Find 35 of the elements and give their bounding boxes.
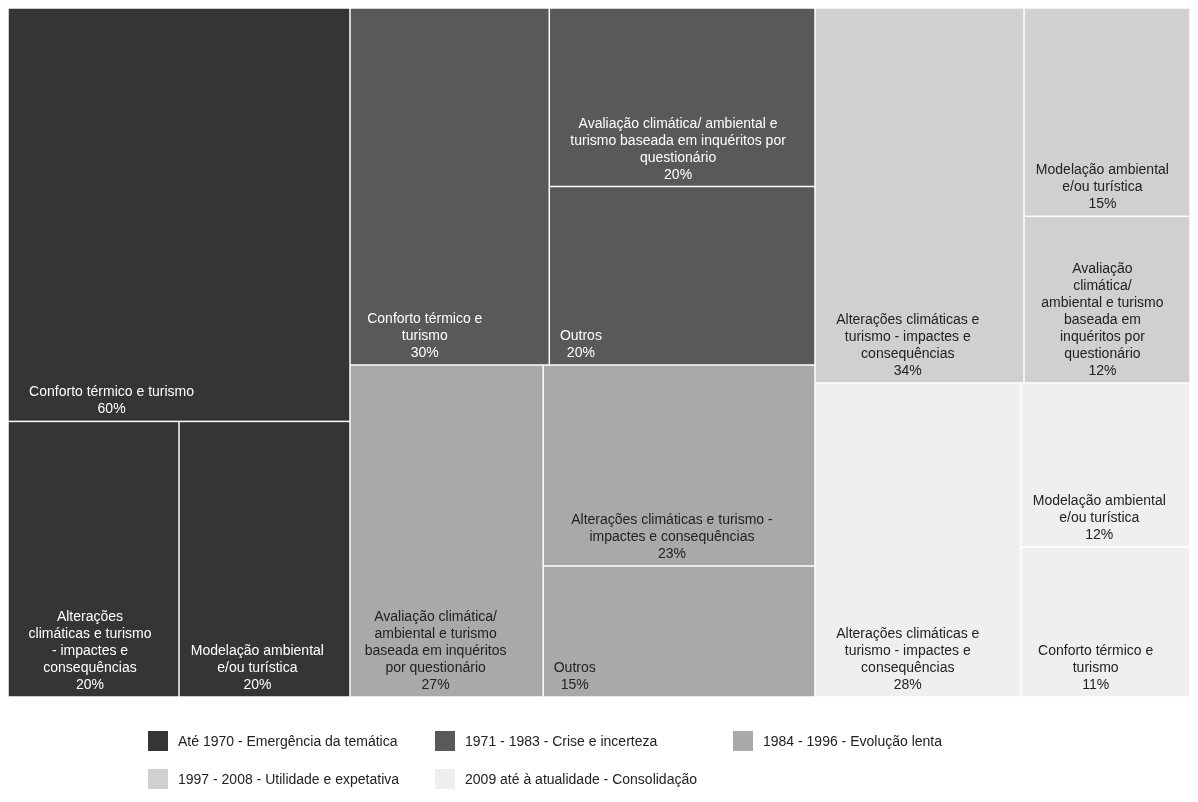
legend-label: 1984 - 1996 - Evolução lenta	[763, 733, 943, 749]
legend-label: 2009 até à atualidade - Consolidação	[465, 771, 697, 787]
category-label: Outros	[553, 659, 596, 675]
data-label: 20%	[566, 344, 595, 360]
category-label: Outros	[559, 327, 602, 343]
data-label: 28%	[893, 676, 922, 692]
category-label: Avaliação climática/ ambiental e turismo baseada em inquéritos por questionário	[570, 114, 787, 165]
category-label: Conforto térmico e turismo	[1038, 642, 1154, 675]
data-label: 15%	[560, 676, 589, 692]
data-label: 11%	[1082, 676, 1110, 692]
data-label: 27%	[421, 676, 450, 692]
data-label: 12%	[1088, 362, 1117, 378]
data-label: 12%	[1085, 525, 1114, 542]
category-label: Conforto térmico e turismo	[367, 310, 483, 343]
legend-label: 1997 - 2008 - Utilidade e expetativa	[178, 771, 400, 787]
category-label: Alterações climáticas e turismo - impactes e consequências	[836, 311, 980, 361]
category-label: Avaliação climática/ ambiental e turismo baseada em inquéritos por questionário	[364, 608, 507, 675]
data-label: 60%	[97, 400, 126, 417]
data-label: 23%	[657, 544, 686, 561]
category-label: Alterações climáticas e turismo - impactes e consequências	[836, 625, 980, 675]
legend-label: Até 1970 - Emergência da temática	[178, 733, 398, 749]
category-label: Alterações climáticas e turismo - impactes e consequências	[28, 608, 152, 675]
category-label: Alterações climáticas e turismo - impactes e consequências	[571, 510, 774, 544]
category-label: Conforto térmico e turismo	[29, 383, 195, 400]
category-label: Modelação ambiental e/ou turística	[1032, 491, 1166, 525]
data-label: 20%	[664, 165, 693, 182]
category-label: Modelação ambiental e/ou turística	[190, 642, 324, 675]
data-label: 34%	[893, 362, 922, 378]
data-label: 20%	[75, 676, 105, 692]
data-label: 20%	[243, 676, 272, 692]
data-label: 30%	[410, 344, 439, 360]
category-label: Modelação ambiental e/ou turística	[1035, 161, 1169, 195]
category-label: Avaliação climática/ ambiental e turismo baseada em inquéritos por questionário	[1041, 260, 1164, 361]
legend-label: 1971 - 1983 - Crise e incerteza	[465, 733, 658, 749]
data-label: 15%	[1088, 195, 1117, 212]
